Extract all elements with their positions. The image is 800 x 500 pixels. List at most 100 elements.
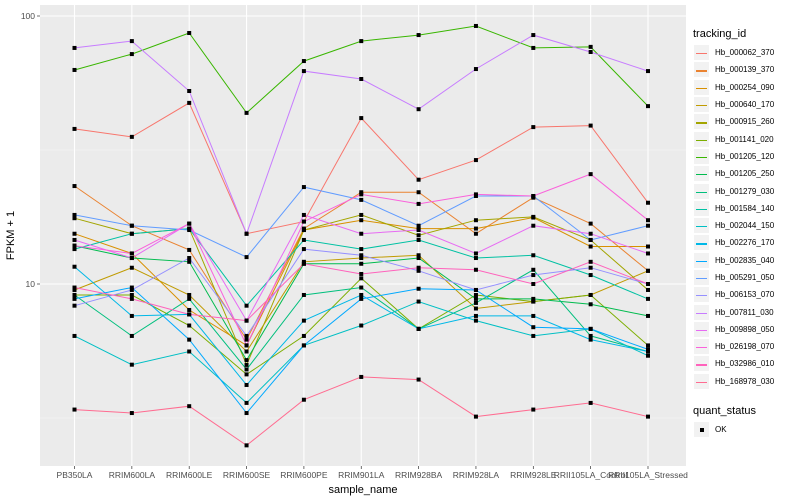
legend-line-swatch: [696, 70, 707, 72]
data-point: [646, 251, 650, 256]
data-point: [588, 333, 593, 338]
data-point: [588, 123, 593, 128]
data-point: [646, 353, 650, 358]
data-point: [244, 333, 249, 338]
data-point: [187, 228, 192, 233]
data-point: [473, 287, 478, 292]
data-point: [129, 296, 134, 301]
data-point: [531, 33, 536, 38]
data-point: [473, 231, 478, 236]
data-point: [129, 256, 134, 261]
legend-line-swatch: [696, 347, 707, 349]
data-point: [646, 69, 650, 74]
legend-item: Hb_006153_070: [693, 286, 774, 304]
data-point: [187, 259, 192, 264]
data-point: [359, 218, 364, 223]
legend-label: Hb_001205_120: [715, 151, 775, 161]
legend-item: Hb_168978_030: [693, 372, 774, 390]
data-point: [72, 216, 77, 221]
data-point: [646, 268, 650, 273]
legend-label: Hb_002044_150: [715, 221, 775, 231]
data-point: [588, 44, 593, 49]
data-point: [301, 318, 306, 323]
data-point: [129, 411, 134, 416]
data-point: [244, 303, 249, 308]
data-point: [187, 404, 192, 409]
legend-line-swatch: [696, 295, 707, 297]
data-point: [646, 343, 650, 348]
data-point: [72, 333, 77, 338]
data-point: [244, 367, 249, 372]
legend-key: [693, 130, 710, 148]
x-tick-label: RRII105LA_Control: [554, 470, 628, 480]
legend-key: [693, 199, 710, 217]
data-point: [359, 77, 364, 82]
legend-key: [693, 113, 710, 131]
data-point: [187, 88, 192, 93]
data-point: [359, 247, 364, 252]
legend-label: Hb_000254_090: [715, 82, 775, 92]
legend-key: [693, 303, 710, 321]
data-point: [129, 231, 134, 236]
data-point: [646, 244, 650, 249]
data-point: [473, 296, 478, 301]
legend-key: [693, 78, 710, 96]
data-point: [588, 337, 593, 342]
legend-line-swatch: [696, 381, 707, 383]
data-point: [473, 251, 478, 256]
legend-line-swatch: [696, 260, 707, 262]
data-point: [244, 400, 249, 405]
data-point: [473, 23, 478, 28]
data-point: [359, 292, 364, 297]
data-point: [129, 292, 134, 297]
data-point: [301, 397, 306, 402]
legend-item: Hb_000254_090: [693, 78, 775, 96]
data-point: [588, 231, 593, 236]
legend-item: Hb_001205_120: [693, 147, 775, 165]
data-point: [129, 313, 134, 318]
x-axis: PB350LA RRIM600LA RRIM600LE RRIM600SE RRIM60…: [57, 466, 688, 480]
data-point: [588, 273, 593, 278]
data-point: [301, 333, 306, 338]
data-point: [416, 177, 421, 182]
data-point: [359, 374, 364, 379]
legend-label: Hb_000139_370: [715, 65, 775, 75]
data-point: [473, 306, 478, 311]
data-point: [359, 261, 364, 266]
data-point: [72, 407, 77, 412]
data-point: [531, 214, 536, 219]
legend-line-swatch: [696, 174, 707, 176]
data-point: [301, 292, 306, 297]
data-point: [646, 223, 650, 228]
data-point: [244, 231, 249, 236]
data-point: [187, 323, 192, 328]
data-point: [72, 231, 77, 236]
data-point: [416, 190, 421, 195]
legend-label: Hb_000062_370: [715, 48, 775, 58]
data-point: [301, 185, 306, 190]
legend-line-swatch: [696, 243, 707, 245]
data-point: [129, 265, 134, 270]
data-point: [129, 362, 134, 367]
data-point: [473, 267, 478, 272]
data-point: [416, 107, 421, 112]
legend-line-swatch: [696, 226, 707, 228]
x-tick-label: RRIM901LA: [338, 470, 385, 480]
data-point: [244, 362, 249, 367]
data-point: [129, 39, 134, 44]
data-point: [531, 273, 536, 278]
legend-item: Hb_005291_050: [693, 269, 774, 286]
data-point: [646, 104, 650, 109]
x-tick-label: RRIM928BA: [395, 470, 443, 480]
data-point: [588, 259, 593, 264]
data-point: [646, 347, 650, 352]
data-point: [187, 349, 192, 354]
data-point: [416, 33, 421, 38]
data-point: [416, 253, 421, 258]
data-point: [244, 372, 249, 377]
data-point: [531, 333, 536, 338]
data-point: [416, 237, 421, 242]
legend-line-swatch: [696, 191, 707, 193]
data-point: [588, 302, 593, 307]
